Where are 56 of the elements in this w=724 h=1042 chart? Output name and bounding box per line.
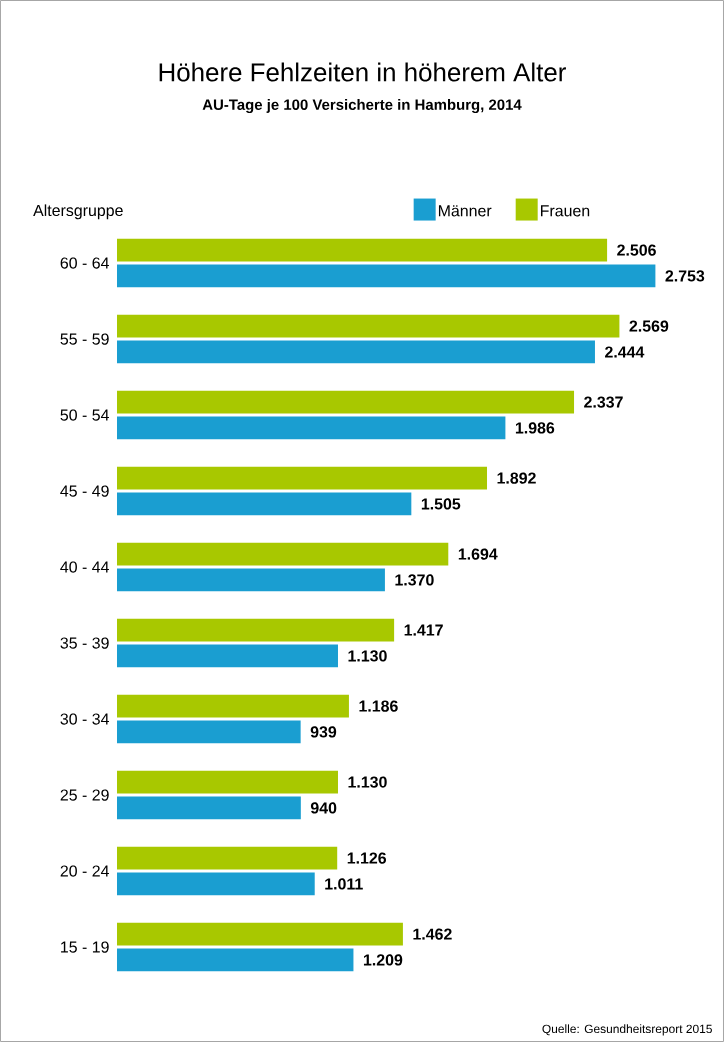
data-label: 2.337 [584, 396, 623, 408]
data-label: 2.444 [605, 346, 645, 358]
bar [117, 238, 608, 262]
y-tick-label: 55 - 59 [60, 333, 109, 345]
y-tick-label: 15 - 19 [61, 941, 109, 953]
chart-title: Höhere Fehlzeiten in höherem Alter [159, 62, 566, 82]
bar [117, 796, 301, 820]
data-label: 2.569 [629, 320, 669, 332]
bar [117, 694, 349, 718]
bar [117, 846, 338, 870]
data-label: 1.126 [347, 852, 387, 864]
y-axis-title: Altersgruppe [33, 204, 123, 220]
data-label: 1.505 [421, 498, 461, 510]
data-label: 1.370 [395, 574, 434, 586]
data-label: 1.209 [363, 954, 403, 966]
bar [117, 568, 385, 592]
data-label: 1.186 [359, 700, 398, 712]
bar [117, 948, 354, 972]
data-label: 1.694 [458, 548, 498, 560]
bar [117, 720, 301, 744]
data-label: 1.986 [515, 422, 555, 434]
y-tick-label: 30 - 34 [60, 713, 109, 725]
data-label: 939 [310, 726, 337, 738]
data-label: 1.130 [348, 776, 387, 788]
data-label: 1.417 [404, 624, 443, 636]
data-label: 1.462 [413, 928, 452, 940]
bar [117, 542, 449, 566]
data-label: 1.892 [497, 472, 536, 484]
bar [117, 922, 403, 946]
chart-subtitle: AU-Tage je 100 Versicherte in Hamburg, 2014 [202, 99, 522, 114]
data-label: 2.753 [665, 270, 705, 282]
y-tick-label: 25 - 29 [60, 789, 109, 801]
source-note: Quelle: Gesundheitsreport 2015 [542, 1024, 712, 1036]
bar [117, 340, 595, 364]
bar [117, 618, 395, 642]
y-tick-label: 40 - 44 [60, 561, 109, 573]
y-tick-label: 20 - 24 [60, 865, 109, 877]
bar [117, 466, 488, 490]
data-label: 2.506 [617, 244, 656, 256]
data-label: 1.130 [348, 650, 387, 662]
bar [117, 872, 315, 896]
y-tick-label: 50 - 54 [60, 409, 109, 421]
bar [117, 314, 620, 338]
bar [117, 264, 656, 288]
legend-label: Frauen [541, 205, 590, 217]
legend-label: Männer [438, 205, 492, 217]
y-tick-label: 45 - 49 [60, 485, 109, 497]
bar [117, 492, 412, 516]
data-label: 940 [310, 802, 337, 814]
bar [117, 644, 338, 668]
y-tick-label: 60 - 64 [60, 257, 109, 269]
bar [117, 770, 338, 794]
bar [117, 416, 506, 440]
data-label: 1.011 [325, 878, 363, 890]
y-tick-label: 35 - 39 [60, 637, 109, 649]
bar [117, 390, 575, 414]
